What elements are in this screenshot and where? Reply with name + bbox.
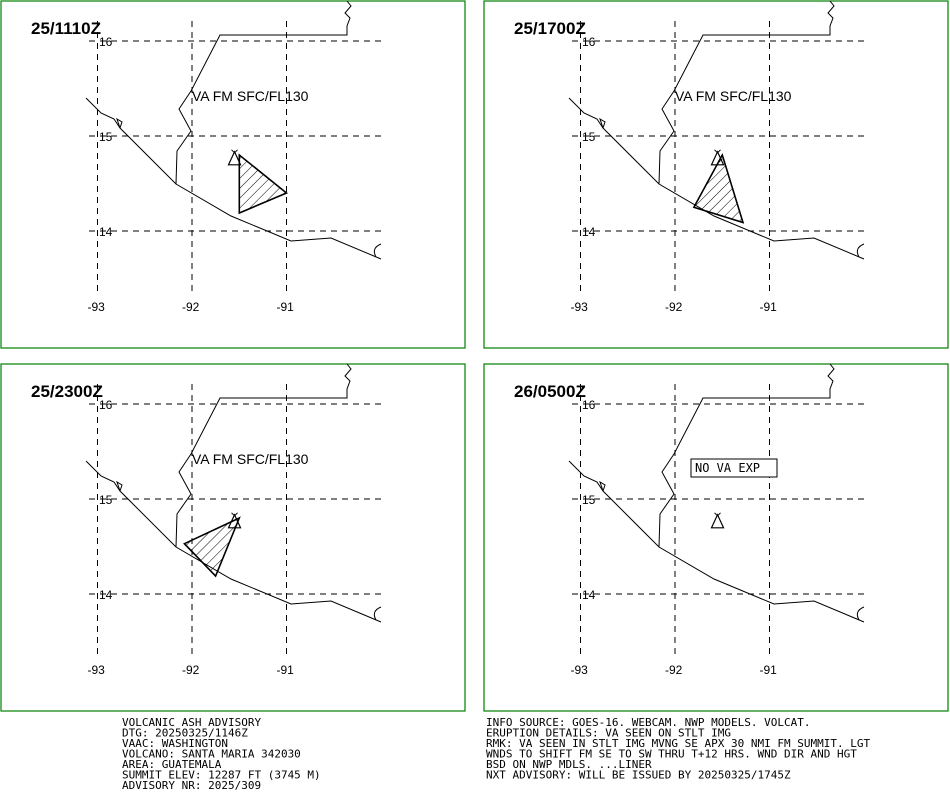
advisory-line: VAAC: WASHINGTON [122,737,228,750]
longitude-tick-label: -91 [277,663,295,677]
advisory-line: WNDS TO SHIFT FM SE TO SW THRU T+12 HRS.… [486,748,857,761]
longitude-tick-label: -92 [665,663,683,677]
forecast-time-title: 25/1110Z [31,19,101,38]
advisory-line: VOLCANIC ASH ADVISORY [122,716,261,729]
panel-frame [0,363,466,712]
coastline-bay [856,606,865,621]
map-panel-3: -93 -92 -91 16 15 14 25/2300Z VA FM SFC/FL130 [0,363,466,712]
no-ash-label: NO VA EXP [695,461,760,475]
longitude-tick-label: -92 [182,300,200,314]
longitude-tick-label: -93 [88,663,106,677]
ash-layer-label: VA FM SFC/FL130 [192,88,309,104]
advisory-line: VOLCANO: SANTA MARIA 342030 [122,748,301,761]
longitude-tick-label: -93 [571,300,589,314]
no-ash-box [690,458,778,478]
map-panel-2: -93 -92 -91 16 15 14 25/1700Z VA FM SFC/FL130 [483,0,949,349]
longitude-tick-label: -93 [88,300,106,314]
latitude-tick-label: 15 [582,130,596,144]
advisory-line: ADVISORY NR: 2025/309 [122,779,261,792]
advisory-line: INFO SOURCE: GOES-16. WEBCAM. NWP MODELS… [486,716,811,729]
forecast-time-title: 25/1700Z [514,19,586,38]
latitude-tick-label: 15 [99,493,113,507]
ash-cloud-polygon [238,153,289,215]
advisory-line: DTG: 20250325/1146Z [122,727,248,740]
volcano-plume-icon [231,512,238,517]
latitude-tick-label: 15 [99,130,113,144]
latitude-tick-label: 14 [582,588,596,602]
longitude-tick-label: -91 [760,300,778,314]
longitude-tick-label: -91 [760,663,778,677]
longitude-tick-label: -93 [571,663,589,677]
forecast-time-title: 25/2300Z [31,382,103,401]
volcano-plume-icon [714,512,721,517]
ash-layer-label: VA FM SFC/FL130 [675,88,792,104]
country-border [599,363,835,548]
longitude-tick-label: -91 [277,300,295,314]
latitude-tick-label: 16 [99,35,113,49]
volcano-icon [710,513,725,529]
volcano-icon [227,150,242,166]
advisory-line: NXT ADVISORY: WILL BE ISSUED BY 20250325… [486,769,791,782]
coastline-bay [373,243,382,258]
volcano-icon [710,150,725,166]
latitude-tick-label: 15 [582,493,596,507]
volcano-icon [227,513,242,529]
coastline-bay [856,243,865,258]
map-panel-4: -93 -92 -91 16 15 14 26/0500Z NO VA EXP [483,363,949,712]
longitude-tick-label: -92 [182,663,200,677]
advisory-line: SUMMIT ELEV: 12287 FT (3745 M) [122,769,321,782]
panel-frame [483,363,949,712]
advisory-line: RMK: VA SEEN IN STLT IMG MVNG SE APX 30 … [486,737,870,750]
forecast-time-title: 26/0500Z [514,382,586,401]
latitude-tick-label: 14 [99,588,113,602]
advisory-line: ERUPTION DETAILS: VA SEEN ON STLT IMG [486,727,731,740]
latitude-tick-label: 16 [99,398,113,412]
country-border [116,363,352,548]
country-border [116,0,352,185]
advisory-line: AREA: GUATEMALA [122,758,222,771]
latitude-tick-label: 16 [582,398,596,412]
latitude-tick-label: 14 [99,225,113,239]
ash-cloud-polygon [692,152,745,224]
volcano-plume-icon [714,149,721,154]
country-border [599,0,835,185]
ash-cloud-polygon [183,516,241,578]
latitude-tick-label: 16 [582,35,596,49]
coastline-bay [373,606,382,621]
latitude-tick-label: 14 [582,225,596,239]
map-panel-1: -93 -92 -91 16 15 14 25/1110Z VA FM SFC/FL130 [0,0,466,349]
volcano-plume-icon [231,149,238,154]
longitude-tick-label: -92 [665,300,683,314]
panel-frame [0,0,466,349]
advisory-details-block: INFO SOURCE: GOES-16. WEBCAM. NWP MODELS… [486,716,870,782]
ash-layer-label: VA FM SFC/FL130 [192,451,309,467]
advisory-line: BSD ON NWP MDLS. ...LINER [486,758,652,771]
